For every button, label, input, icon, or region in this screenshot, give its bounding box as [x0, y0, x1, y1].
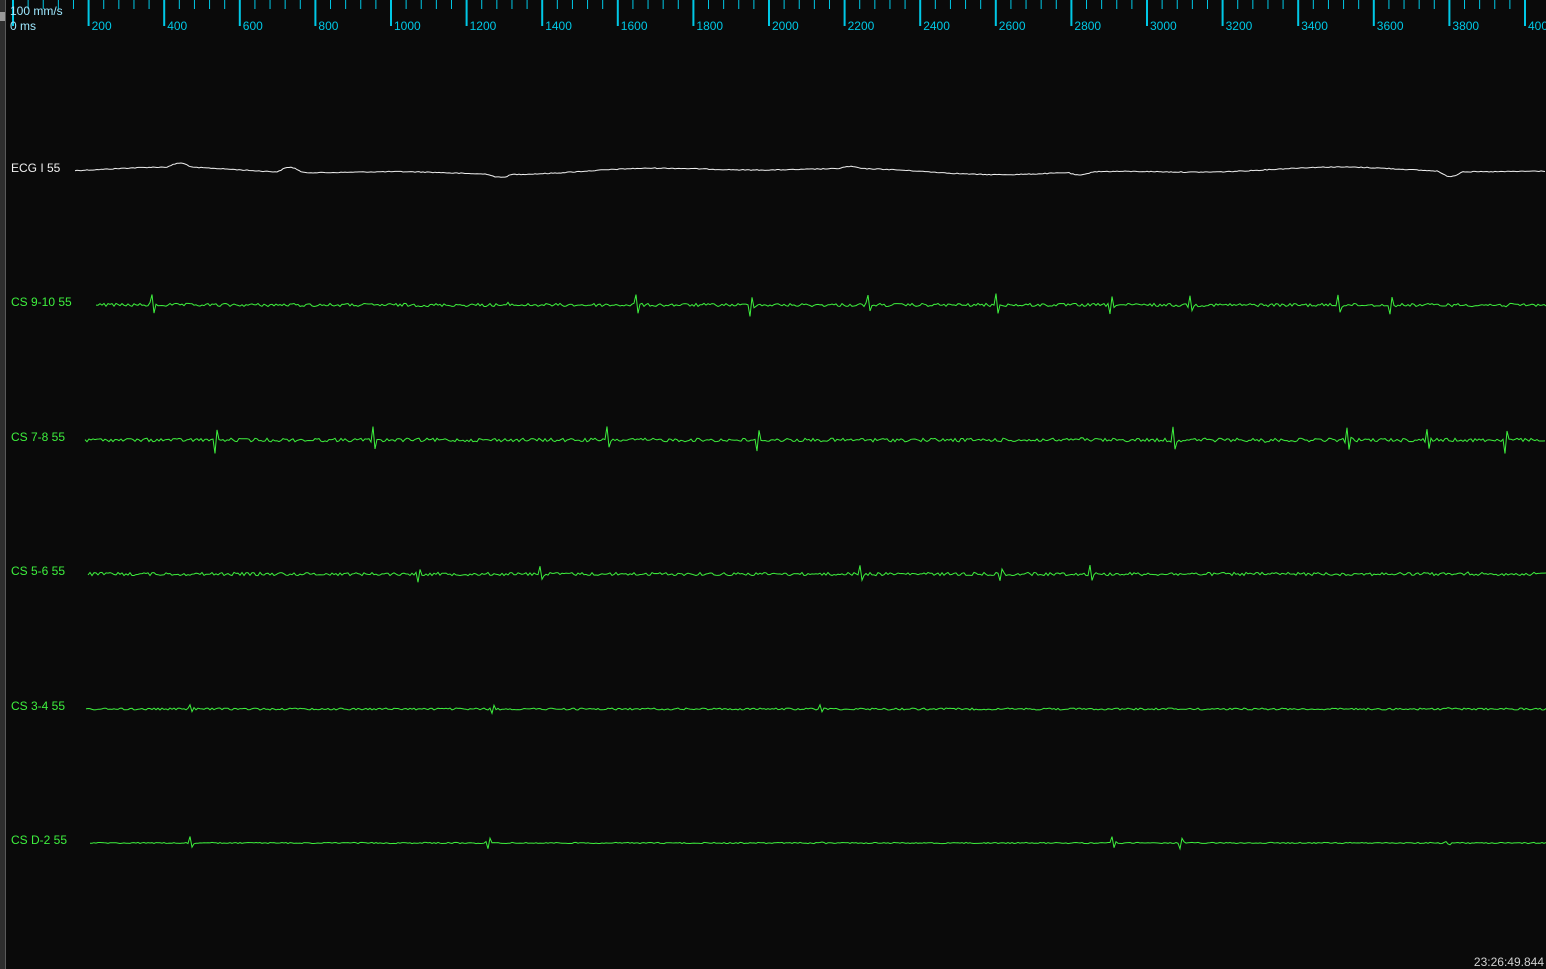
channel-label-cs-3-4[interactable]: CS 3-4 55: [11, 699, 68, 713]
left-scroll-bar[interactable]: [0, 0, 6, 969]
ruler-ticks: [12, 0, 1526, 26]
ruler-tick-label: 400: [167, 19, 188, 33]
ruler-tick-label: 2800: [1074, 19, 1102, 33]
ruler-tick-label: 3600: [1376, 19, 1404, 33]
ruler-tick-label: 400: [1528, 19, 1546, 33]
signal-trace-3: [87, 565, 1546, 583]
ruler-tick-label: 200: [91, 19, 112, 33]
ruler-tick-label: 1800: [696, 19, 724, 33]
time-ruler[interactable]: 100 mm/s 0 ms 200 400 600 800 1000 1200 1400 16…: [6, 0, 1546, 34]
ruler-tick-label: 1200: [469, 19, 497, 33]
ruler-tick-label: 3200: [1225, 19, 1253, 33]
ruler-tick-label: 1600: [620, 19, 648, 33]
ruler-tick-label: 2000: [772, 19, 799, 33]
ruler-tick-label: 1400: [545, 19, 572, 33]
signal-trace-1: [95, 293, 1546, 317]
signal-trace-0: [74, 162, 1546, 178]
sweep-speed-label[interactable]: 100 mm/s: [10, 4, 63, 18]
signal-trace-5: [90, 836, 1546, 851]
ruler-tick-label: 2600: [998, 19, 1026, 33]
ruler-tick-label: 2400: [923, 19, 950, 33]
channel-label-cs-d-2[interactable]: CS D-2 55: [11, 833, 70, 847]
recording-timestamp: 23:26:49.844: [1473, 955, 1544, 969]
scroll-handle[interactable]: [0, 12, 5, 21]
channel-label-cs-5-6[interactable]: CS 5-6 55: [11, 564, 68, 578]
ruler-tick-label: 3000: [1150, 19, 1177, 33]
signal-trace-4: [85, 703, 1546, 715]
ruler-tick-label: 800: [318, 19, 339, 33]
ruler-tick-label: 1000: [394, 19, 421, 33]
channel-label-cs-7-8[interactable]: CS 7-8 55: [11, 430, 68, 444]
ruler-tick-label: 3800: [1452, 19, 1480, 33]
channel-label-cs-9-10[interactable]: CS 9-10 55: [11, 295, 74, 309]
ruler-tick-label: 3400: [1301, 19, 1328, 33]
channel-label-ecg-i[interactable]: ECG I 55: [11, 161, 63, 175]
signal-trace-2: [84, 426, 1546, 454]
ruler-tick-label: 2200: [847, 19, 875, 33]
time-origin-label: 0 ms: [10, 19, 37, 33]
ruler-tick-label: 600: [242, 19, 263, 33]
